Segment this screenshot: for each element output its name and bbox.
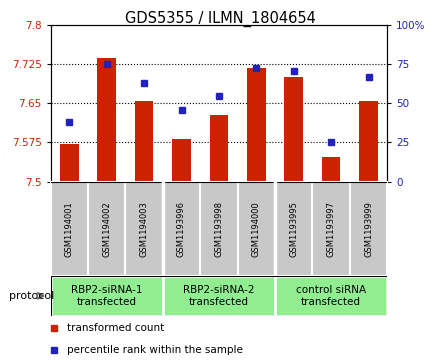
Bar xyxy=(163,276,275,316)
Text: GSM1193997: GSM1193997 xyxy=(326,201,336,257)
Bar xyxy=(125,182,163,276)
Text: GSM1194002: GSM1194002 xyxy=(102,201,111,257)
Text: protocol: protocol xyxy=(9,291,54,301)
Bar xyxy=(359,101,378,182)
Bar xyxy=(312,182,350,276)
Bar xyxy=(88,182,125,276)
Bar xyxy=(275,276,387,316)
Bar xyxy=(172,139,191,182)
Bar xyxy=(247,68,266,182)
Bar xyxy=(275,182,312,276)
Text: GSM1194000: GSM1194000 xyxy=(252,201,261,257)
Bar xyxy=(135,101,154,182)
Bar xyxy=(51,182,88,276)
Bar xyxy=(350,182,387,276)
Bar xyxy=(200,182,238,276)
Bar xyxy=(238,182,275,276)
Bar xyxy=(322,157,341,182)
Text: GSM1193996: GSM1193996 xyxy=(177,201,186,257)
Bar xyxy=(97,58,116,182)
Text: RBP2-siRNA-1
transfected: RBP2-siRNA-1 transfected xyxy=(71,285,143,307)
Bar xyxy=(51,276,163,316)
Text: GDS5355 / ILMN_1804654: GDS5355 / ILMN_1804654 xyxy=(125,11,315,27)
Text: GSM1194001: GSM1194001 xyxy=(65,201,74,257)
Text: transformed count: transformed count xyxy=(67,323,165,333)
Text: percentile rank within the sample: percentile rank within the sample xyxy=(67,345,243,355)
Bar xyxy=(60,144,79,182)
Text: RBP2-siRNA-2
transfected: RBP2-siRNA-2 transfected xyxy=(183,285,255,307)
Text: control siRNA
transfected: control siRNA transfected xyxy=(296,285,366,307)
Text: GSM1193995: GSM1193995 xyxy=(289,201,298,257)
Text: GSM1194003: GSM1194003 xyxy=(139,201,149,257)
Bar xyxy=(284,77,303,182)
Text: GSM1193998: GSM1193998 xyxy=(214,201,224,257)
Text: GSM1193999: GSM1193999 xyxy=(364,201,373,257)
Bar xyxy=(209,115,228,182)
Bar xyxy=(163,182,200,276)
